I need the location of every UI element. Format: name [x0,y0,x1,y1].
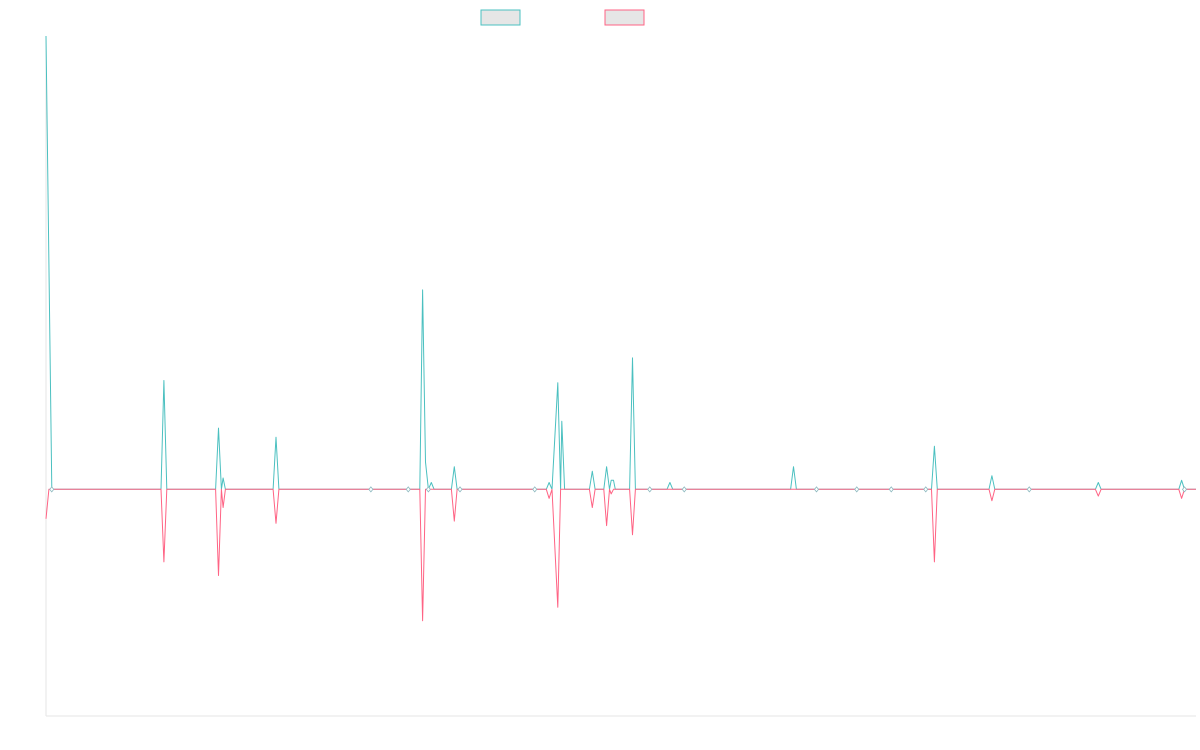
marker-layer [49,486,1188,493]
baseline-marker-8 [681,486,687,493]
baseline-marker-3 [405,486,411,493]
baseline-marker-14 [1181,486,1188,493]
baseline-marker-4 [425,486,431,493]
baseline-marker-1 [49,486,55,493]
baseline-marker-6 [532,486,538,493]
legend [480,9,645,26]
series-layer [45,35,1196,622]
baseline-marker-11 [888,486,894,493]
series-line-2 [45,488,1196,622]
legend-swatch-2 [604,9,645,26]
baseline-marker-12 [923,486,929,493]
baseline-marker-5 [457,486,463,493]
baseline-marker-13 [1026,486,1032,493]
series-line-1 [45,35,1196,490]
legend-swatch-1 [480,9,521,26]
baseline-marker-7 [647,486,653,493]
baseline-marker-10 [854,486,860,493]
baseline-marker-2 [368,486,374,493]
axes [45,36,1196,717]
baseline-marker-9 [813,486,820,493]
